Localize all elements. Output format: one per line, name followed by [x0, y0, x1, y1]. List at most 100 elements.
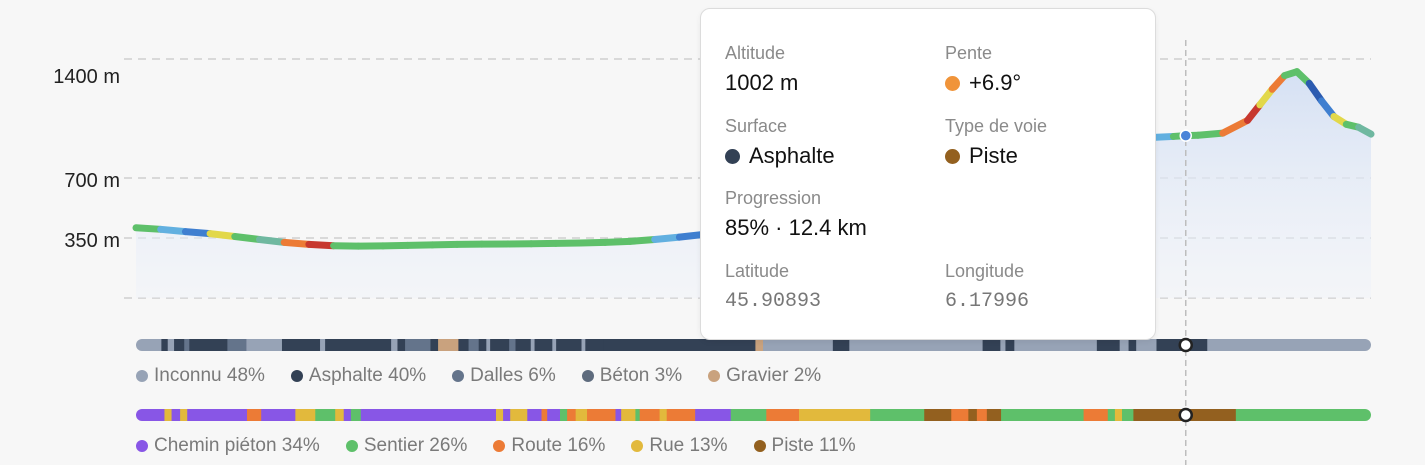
- waytype-segment[interactable]: [695, 409, 732, 421]
- waytype-segment[interactable]: [976, 409, 988, 421]
- waytype-legend-label: Piste 11%: [771, 435, 856, 456]
- waytype-segment[interactable]: [527, 409, 543, 421]
- waytype-segment[interactable]: [951, 409, 969, 421]
- waytype-segment[interactable]: [986, 409, 1002, 421]
- waytype-bar[interactable]: [136, 409, 1372, 421]
- surface-segment[interactable]: [246, 339, 283, 351]
- surface-segment[interactable]: [430, 339, 439, 351]
- waytype-segment[interactable]: [621, 409, 637, 421]
- surface-segment[interactable]: [478, 339, 487, 351]
- waytype-segment[interactable]: [1114, 409, 1123, 421]
- surface-segment[interactable]: [534, 339, 553, 351]
- surface-segment[interactable]: [581, 339, 586, 351]
- waytype-segment[interactable]: [164, 409, 173, 421]
- waytype-segment[interactable]: [615, 409, 622, 421]
- surface-segment[interactable]: [490, 339, 510, 351]
- waytype-segment[interactable]: [587, 409, 617, 421]
- surface-segment[interactable]: [281, 339, 321, 351]
- waytype-segment[interactable]: [171, 409, 181, 421]
- waytype-segment[interactable]: [187, 409, 248, 421]
- surface-segment[interactable]: [1128, 339, 1137, 351]
- waytype-segment[interactable]: [1122, 409, 1134, 421]
- waytype-segment[interactable]: [335, 409, 345, 421]
- waytype-legend-item: Sentier 26%: [345, 435, 467, 457]
- waytype-segment[interactable]: [1001, 409, 1085, 421]
- surface-segment[interactable]: [515, 339, 532, 351]
- waytype-segment[interactable]: [766, 409, 800, 421]
- profile-segment: [157, 225, 189, 236]
- surface-segment[interactable]: [849, 339, 984, 351]
- surface-segment[interactable]: [397, 339, 406, 351]
- surface-segment[interactable]: [161, 339, 169, 351]
- surface-segment[interactable]: [763, 339, 834, 351]
- waytype-segment[interactable]: [510, 409, 528, 421]
- surface-segment[interactable]: [1000, 339, 1007, 351]
- waytype-segment[interactable]: [295, 409, 316, 421]
- surface-segment[interactable]: [509, 339, 517, 351]
- surface-segment[interactable]: [227, 339, 248, 351]
- surface-segment[interactable]: [1096, 339, 1121, 351]
- surface-bar[interactable]: [136, 339, 1372, 351]
- waytype-segment[interactable]: [136, 409, 166, 421]
- waytype-segment[interactable]: [968, 409, 978, 421]
- waytype-segment[interactable]: [559, 409, 568, 421]
- waytype-legend-item: Chemin piéton 34%: [136, 435, 320, 457]
- altitude-label: Altitude: [725, 43, 786, 63]
- surface-segment[interactable]: [1014, 339, 1098, 351]
- surface-segment[interactable]: [1207, 339, 1371, 351]
- waytype-value: Piste: [969, 143, 1018, 168]
- surface-segment[interactable]: [136, 339, 162, 351]
- waytype-legend-swatch-icon: [345, 440, 358, 452]
- surface-segment[interactable]: [174, 339, 185, 351]
- surface-segment[interactable]: [603, 339, 757, 351]
- waytype-segment[interactable]: [541, 409, 548, 421]
- waytype-segment[interactable]: [924, 409, 952, 421]
- waytype-segment[interactable]: [799, 409, 821, 421]
- waytype-segment[interactable]: [635, 409, 641, 421]
- waytype-segment[interactable]: [503, 409, 511, 421]
- waytype-segment[interactable]: [870, 409, 925, 421]
- waytype-segment[interactable]: [659, 409, 668, 421]
- surface-segment[interactable]: [320, 339, 326, 351]
- surface-segment[interactable]: [486, 339, 491, 351]
- waytype-segment[interactable]: [639, 409, 661, 421]
- waytype-segment[interactable]: [343, 409, 352, 421]
- surface-segment[interactable]: [189, 339, 228, 351]
- waytype-segment[interactable]: [820, 409, 871, 421]
- surface-segment[interactable]: [982, 339, 1001, 351]
- waytype-segment[interactable]: [1235, 409, 1372, 421]
- surface-segment[interactable]: [585, 339, 604, 351]
- waytype-segment[interactable]: [1107, 409, 1116, 421]
- surface-segment[interactable]: [552, 339, 557, 351]
- surface-segment[interactable]: [438, 339, 459, 351]
- surface-segment[interactable]: [405, 339, 432, 351]
- waytype-segment[interactable]: [666, 409, 696, 421]
- surface-segment[interactable]: [1136, 339, 1158, 351]
- surface-segment[interactable]: [1005, 339, 1015, 351]
- waytype-segment[interactable]: [315, 409, 336, 421]
- surface-segment[interactable]: [530, 339, 536, 351]
- surface-segment[interactable]: [458, 339, 470, 351]
- surface-segment[interactable]: [755, 339, 764, 351]
- waytype-segment[interactable]: [180, 409, 188, 421]
- surface-segment[interactable]: [1119, 339, 1130, 351]
- surface-segment[interactable]: [167, 339, 175, 351]
- waytype-segment[interactable]: [350, 409, 362, 421]
- waytype-segment[interactable]: [567, 409, 577, 421]
- surface-segment[interactable]: [391, 339, 399, 351]
- waytype-segment[interactable]: [730, 409, 767, 421]
- surface-value: Asphalte: [749, 143, 835, 168]
- waytype-segment[interactable]: [261, 409, 296, 421]
- waytype-segment[interactable]: [246, 409, 262, 421]
- surface-segment[interactable]: [556, 339, 583, 351]
- surface-segment[interactable]: [184, 339, 190, 351]
- waytype-segment[interactable]: [495, 409, 504, 421]
- surface-segment[interactable]: [325, 339, 392, 351]
- waytype-segment[interactable]: [360, 409, 497, 421]
- waytype-segment[interactable]: [575, 409, 588, 421]
- waytype-segment[interactable]: [547, 409, 561, 421]
- waytype-segment[interactable]: [1083, 409, 1109, 421]
- surface-segment[interactable]: [832, 339, 850, 351]
- surface-segment[interactable]: [468, 339, 480, 351]
